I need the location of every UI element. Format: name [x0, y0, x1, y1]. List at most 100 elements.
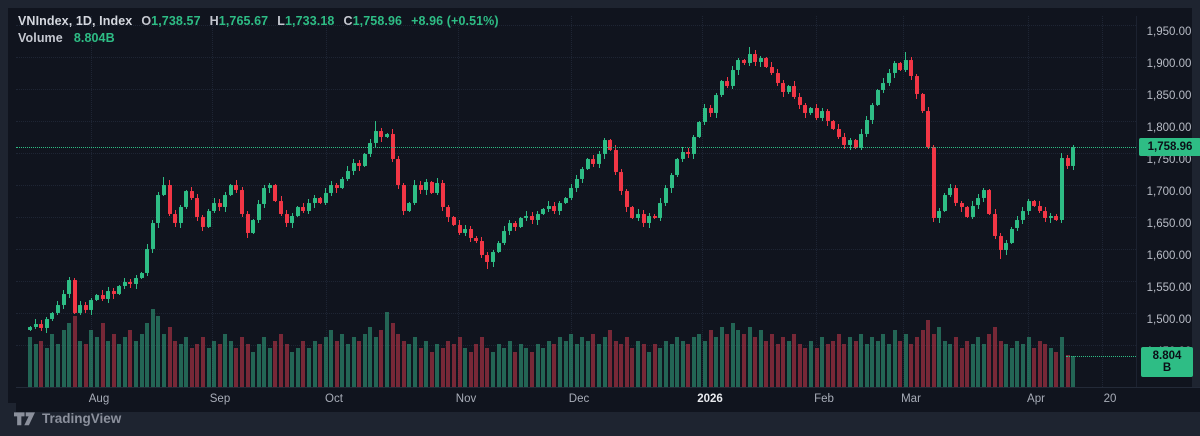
volume-bar	[474, 344, 479, 387]
time-tick-label: Dec	[568, 393, 590, 405]
candle-body	[429, 181, 434, 193]
volume-bar	[1065, 355, 1070, 387]
candle-body	[273, 185, 278, 201]
candle-body	[117, 286, 122, 294]
volume-bar	[803, 347, 808, 387]
candle-body	[842, 137, 847, 146]
plot-area[interactable]	[16, 16, 1136, 387]
candle-body	[451, 217, 456, 225]
volume-bar	[669, 344, 674, 387]
time-tick-label: Aug	[88, 393, 110, 405]
volume-bar	[111, 333, 116, 387]
volume-bar	[1059, 337, 1064, 387]
volume-bar	[909, 344, 914, 387]
candle-body	[613, 149, 618, 173]
candle-body	[736, 60, 741, 70]
candle-body	[491, 252, 495, 262]
candle-body	[223, 194, 228, 208]
grid-line-horizontal	[16, 57, 1136, 58]
volume-bar	[1048, 347, 1053, 387]
candle-body	[814, 108, 819, 118]
volume-bar	[106, 340, 111, 387]
volume-bar	[686, 344, 691, 387]
candle-body	[412, 185, 417, 203]
candle-body	[424, 181, 428, 191]
time-tick-label: Nov	[455, 393, 477, 405]
symbol-title[interactable]: VNIndex, 1D, Index	[18, 13, 133, 28]
volume-bar	[407, 344, 412, 387]
volume-bar	[345, 344, 350, 387]
candle-body	[145, 249, 150, 274]
volume-bar	[122, 337, 127, 387]
candle-body	[747, 53, 752, 64]
candle-body	[295, 207, 300, 216]
volume-bar	[279, 333, 283, 387]
candle-body	[557, 202, 562, 211]
volume-bar	[134, 340, 138, 387]
candle-body	[870, 105, 875, 120]
volume-bar	[831, 340, 836, 387]
volume-bar	[719, 326, 724, 387]
candle-body	[981, 190, 986, 198]
ohlc-item-h: H1,765.67	[209, 13, 269, 28]
volume-bar	[808, 340, 813, 387]
candle-body	[965, 207, 970, 217]
time-axis[interactable]: Aug Sep Oct Nov Dec 2026 Feb Mar Apr 20	[16, 387, 1200, 412]
volume-bar	[1026, 337, 1031, 387]
candle-body	[619, 172, 624, 192]
candle-body	[836, 128, 841, 137]
volume-bar	[223, 333, 228, 387]
volume-bar	[836, 333, 841, 387]
candle-body	[89, 300, 94, 310]
volume-bar	[781, 337, 785, 387]
current-volume-line	[1066, 355, 1136, 357]
volume-bar	[1071, 355, 1076, 387]
volume-bar	[797, 344, 802, 387]
volume-bar	[55, 344, 60, 387]
volume-bar	[1032, 347, 1036, 387]
volume-bar	[892, 330, 897, 387]
candle-body	[859, 133, 864, 148]
candle-body	[474, 237, 479, 242]
current-volume-badge: 8.804 B	[1141, 347, 1193, 377]
candle-body	[686, 151, 691, 155]
candle-body	[212, 202, 217, 211]
grid-line-horizontal	[16, 281, 1136, 282]
candle-body	[1043, 210, 1048, 219]
volume-bar	[998, 340, 1003, 387]
candle-body	[864, 119, 869, 134]
volume-bar	[597, 344, 601, 387]
tradingview-logo-icon	[14, 411, 35, 426]
price-tick-label: 1,550.00	[1146, 282, 1192, 294]
candle-body	[909, 60, 914, 77]
volume-bar	[463, 347, 468, 387]
volume-bar	[920, 330, 925, 387]
candle-body	[418, 185, 423, 191]
grid-line-horizontal	[16, 249, 1136, 250]
candle-body	[803, 105, 808, 114]
ohlc-values: O1,738.57 H1,765.67 L1,733.18 C1,758.96	[141, 14, 402, 28]
candle-body	[647, 215, 652, 224]
candle-body	[697, 122, 702, 137]
candle-body	[680, 151, 685, 160]
price-tick-label: 1,800.00	[1146, 122, 1192, 134]
price-axis[interactable]: 1,950.00 1,900.00 1,850.00 1,800.00 1,750.00…	[1136, 16, 1200, 387]
time-tick-label: Feb	[814, 393, 834, 405]
candle-body	[702, 108, 707, 123]
candle-wick	[1050, 213, 1052, 223]
candle-body	[373, 130, 378, 144]
volume-bar	[959, 347, 964, 387]
volume-bar	[1054, 351, 1059, 387]
volume-bar	[396, 333, 401, 387]
candle-body	[312, 197, 317, 203]
candle-body	[831, 121, 836, 129]
volume-bar	[641, 344, 646, 387]
candle-body	[167, 185, 172, 214]
grid-line-vertical	[1102, 16, 1103, 387]
volume-bar	[256, 344, 261, 387]
volume-bar	[875, 340, 880, 387]
tradingview-logo[interactable]: TradingView	[14, 411, 121, 426]
candle-body	[33, 323, 38, 328]
volume-bar	[680, 340, 685, 387]
volume-bar	[329, 330, 334, 387]
